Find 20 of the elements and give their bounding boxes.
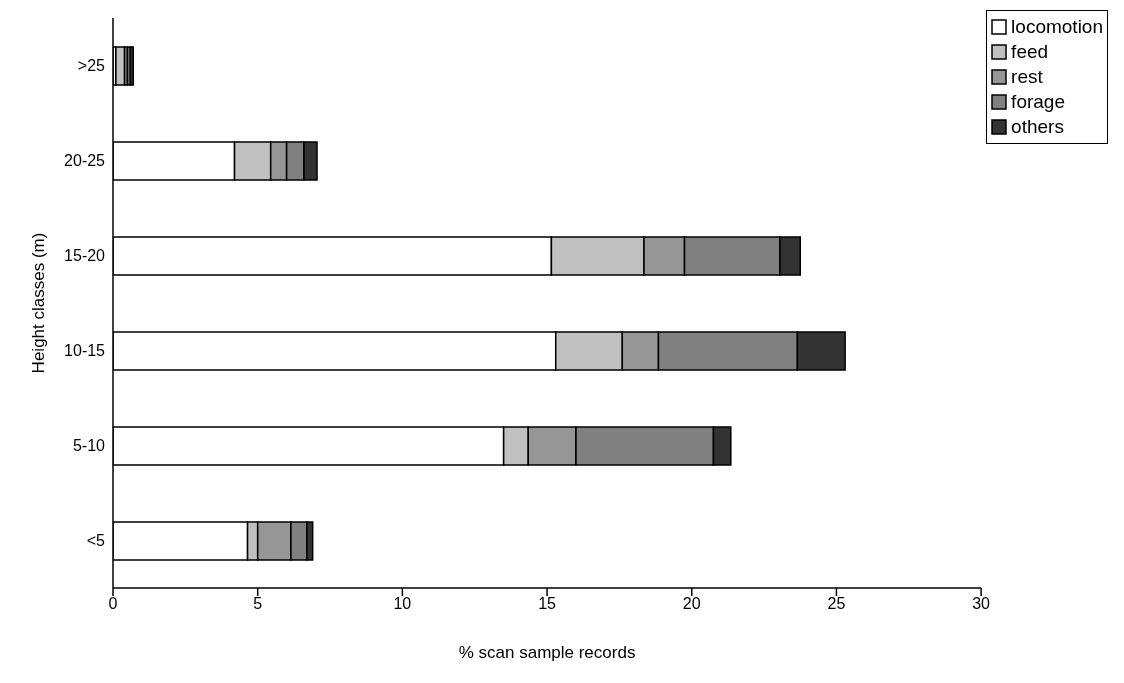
y-tick-label: 20-25 xyxy=(64,152,106,170)
x-axis-title: % scan sample records xyxy=(458,643,636,662)
x-tick-label: 5 xyxy=(253,595,263,613)
x-tick-label: 10 xyxy=(393,595,412,613)
y-tick-label: 15-20 xyxy=(64,247,106,265)
legend-label: feed xyxy=(1011,41,1049,63)
legend-label: locomotion xyxy=(1011,16,1103,38)
legend-label: others xyxy=(1011,116,1064,138)
y-tick-label: >25 xyxy=(77,57,106,75)
x-tick-label: 30 xyxy=(972,595,991,613)
y-tick-label: <5 xyxy=(86,532,106,550)
y-tick-label: 5-10 xyxy=(72,437,106,455)
x-tick-label: 15 xyxy=(538,595,557,613)
x-tick-label: 25 xyxy=(827,595,846,613)
legend-label: rest xyxy=(1011,66,1043,88)
legend-label: forage xyxy=(1011,91,1065,113)
y-axis-title: Height classes (m) xyxy=(29,232,49,374)
x-tick-label: 0 xyxy=(108,595,118,613)
y-tick-label: 10-15 xyxy=(64,342,106,360)
x-tick-label: 20 xyxy=(682,595,701,613)
